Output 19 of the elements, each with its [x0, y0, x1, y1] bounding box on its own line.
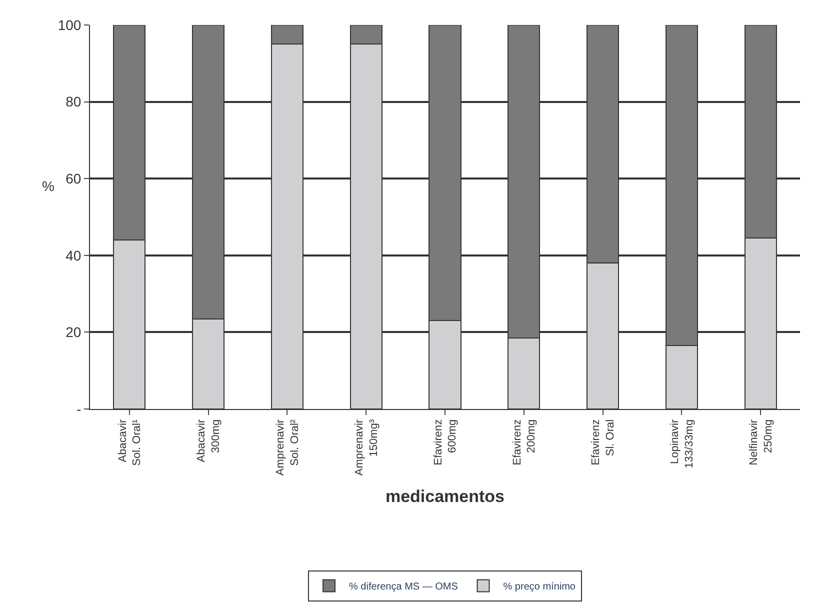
legend-label: % preço mínimo	[503, 582, 576, 593]
y-tick-label: 40	[66, 247, 82, 264]
x-tick-label: Amprenavir Sol. Oral²	[274, 419, 301, 476]
x-tick-label: Nelfinavir 250mg	[748, 419, 774, 466]
legend-label: % diferença MS — OMS	[349, 582, 458, 593]
y-tick-label: 60	[66, 170, 82, 186]
y-axis-title: %	[42, 178, 54, 194]
x-tick-label: Lopinavir 133/33mg	[669, 419, 696, 468]
x-tick-label: Efavirenz 600mg	[432, 419, 459, 466]
x-tick-label: Amprenavir 150mg³	[354, 419, 380, 476]
y-tick-label: 80	[66, 94, 82, 110]
x-tick-label: Efavirenz Sl. Oral	[590, 419, 617, 466]
y-tick-label: 20	[66, 324, 82, 340]
y-tick-label: 100	[58, 16, 82, 33]
x-tick-label: Abacavir 300mg	[196, 419, 222, 462]
x-tick-label: Abacavir Sol. Oral¹	[116, 419, 144, 466]
x-axis-title: medicamentos	[385, 487, 505, 506]
x-tick-label: Efavirenz 200mg	[511, 419, 538, 466]
y-tick-label: -	[76, 400, 82, 417]
